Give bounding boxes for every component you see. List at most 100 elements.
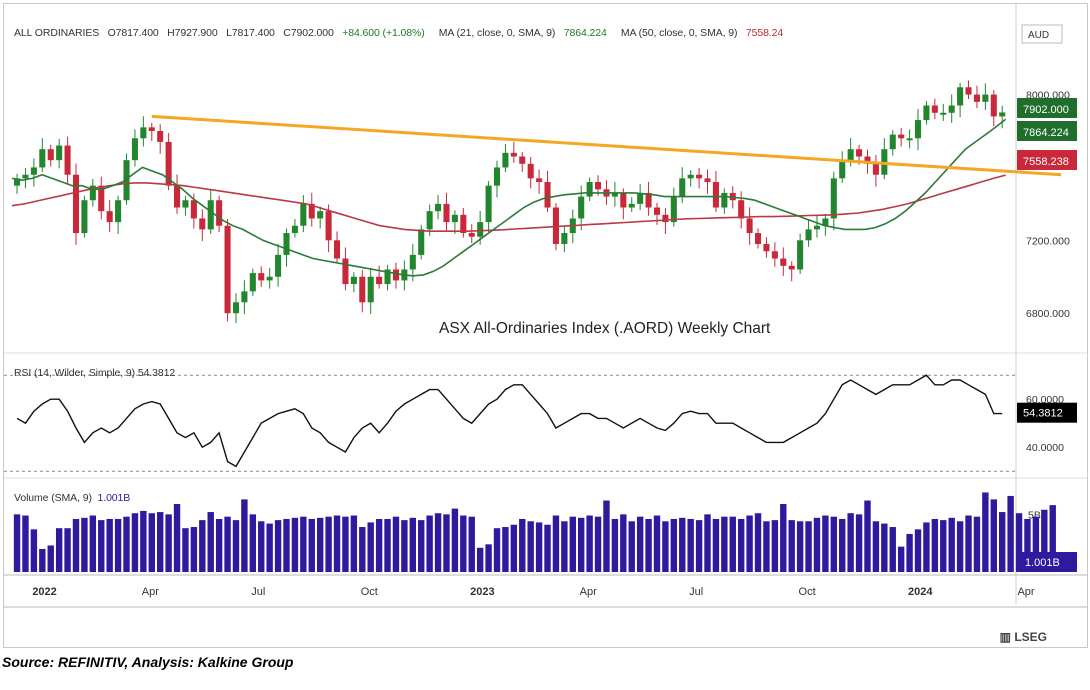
volume-bar — [586, 515, 593, 572]
candle-body — [595, 182, 602, 190]
candle-body — [712, 182, 719, 208]
low-value: L7817.400 — [226, 27, 275, 39]
volume-bar — [956, 521, 964, 572]
volume-header: Volume (SMA, 9) 1.001B — [14, 492, 130, 504]
volume-bar — [628, 521, 635, 572]
volume-bar — [822, 515, 829, 572]
volume-bar — [30, 529, 38, 572]
candle-body — [771, 251, 778, 259]
volume-bar — [173, 503, 181, 572]
volume-bar — [249, 514, 257, 572]
volume-bar — [1032, 516, 1040, 572]
volume-bar — [931, 518, 939, 572]
volume-bar — [519, 518, 526, 572]
volume-bar — [796, 521, 804, 572]
trendline — [151, 114, 1062, 177]
ma21-value: 7864.224 — [563, 27, 607, 39]
volume-bar — [1024, 518, 1031, 572]
candle-body — [14, 178, 21, 186]
rsi-tag — [1017, 402, 1077, 423]
candle-body — [376, 276, 383, 285]
volume-bar — [948, 517, 955, 572]
candle-body — [990, 94, 997, 117]
candle-body — [679, 178, 686, 197]
candle-body — [813, 225, 820, 230]
volume-bar — [611, 518, 619, 572]
volume-bar — [535, 522, 543, 572]
candle-body — [207, 200, 214, 230]
candle-body — [763, 243, 770, 252]
rsi-line — [16, 374, 1003, 468]
change-value: +84.600 (+1.08%) — [342, 27, 425, 39]
candle-body — [409, 254, 416, 270]
volume-bar — [839, 518, 846, 572]
candle-body — [940, 112, 947, 115]
candle-body — [906, 138, 913, 141]
candle-body — [451, 214, 458, 223]
volume-bar — [561, 521, 568, 572]
candle-body — [552, 207, 559, 244]
volume-bar — [367, 522, 374, 572]
time-axis-label: Apr — [580, 586, 597, 598]
volume-bar — [375, 518, 383, 572]
volume-bar — [190, 527, 198, 572]
ma21-label: MA (21, close, 0, SMA, 9) — [438, 27, 556, 39]
candle-body — [182, 200, 189, 208]
volume-bar — [729, 516, 736, 572]
volume-bar — [123, 516, 130, 572]
candle-body — [485, 185, 492, 223]
volume-bar — [636, 516, 644, 572]
candle-body — [889, 134, 896, 150]
volume-bar — [746, 515, 753, 572]
volume-bar — [81, 517, 88, 572]
time-axis-label: Jul — [689, 586, 703, 598]
volume-bar — [1015, 513, 1023, 572]
time-axis-label: Apr — [142, 586, 159, 598]
volume-bar — [653, 515, 661, 572]
volume-bar — [114, 518, 122, 572]
volume-bar — [973, 516, 981, 572]
time-axis-label: Oct — [361, 586, 378, 598]
volume-bar — [780, 503, 787, 572]
candle-body — [578, 196, 585, 219]
candle-body — [64, 145, 71, 175]
volume-bar — [502, 527, 509, 572]
candle-body — [224, 225, 231, 314]
rsi-label: RSI (14, Wilder, Simple, 9) — [14, 367, 136, 379]
rsi-tick-label: 40.0000 — [1026, 442, 1064, 454]
volume-bar — [274, 520, 282, 572]
candle-body — [98, 185, 105, 212]
candle-body — [999, 112, 1006, 117]
candle-body — [241, 291, 248, 303]
volume-bar — [847, 513, 854, 572]
volume-bar — [1007, 495, 1014, 572]
candle-body — [317, 211, 324, 219]
volume-bar — [569, 516, 576, 572]
time-axis-label: 2023 — [470, 586, 494, 598]
candle-body — [106, 211, 113, 223]
volume-bar — [316, 517, 324, 572]
source-caption: Source: REFINITIV, Analysis: Kalkine Gro… — [2, 654, 294, 670]
candle-body — [350, 276, 357, 285]
candle-body — [973, 94, 980, 102]
volume-bar — [215, 518, 223, 572]
chart-title: ASX All-Ordinaries Index (.AORD) Weekly … — [439, 320, 771, 337]
volume-bar — [468, 516, 475, 572]
candle-body — [797, 240, 804, 270]
volume-bar — [443, 514, 450, 572]
volume-bar — [687, 518, 694, 572]
candle-body — [923, 105, 930, 121]
volume-bar — [872, 521, 880, 572]
candle-body — [283, 233, 290, 255]
volume-bar — [544, 524, 551, 572]
volume-label: Volume (SMA, 9) — [14, 492, 92, 504]
candle-body — [502, 152, 509, 168]
volume-bar — [670, 518, 678, 572]
candle-body — [982, 94, 989, 102]
volume-bar — [923, 522, 930, 572]
volume-bar — [207, 512, 214, 572]
volume-bar — [199, 520, 206, 572]
volume-value: 1.001B — [97, 492, 131, 504]
candle-body — [148, 127, 155, 131]
volume-tag-label: 1.001B — [1025, 557, 1060, 569]
